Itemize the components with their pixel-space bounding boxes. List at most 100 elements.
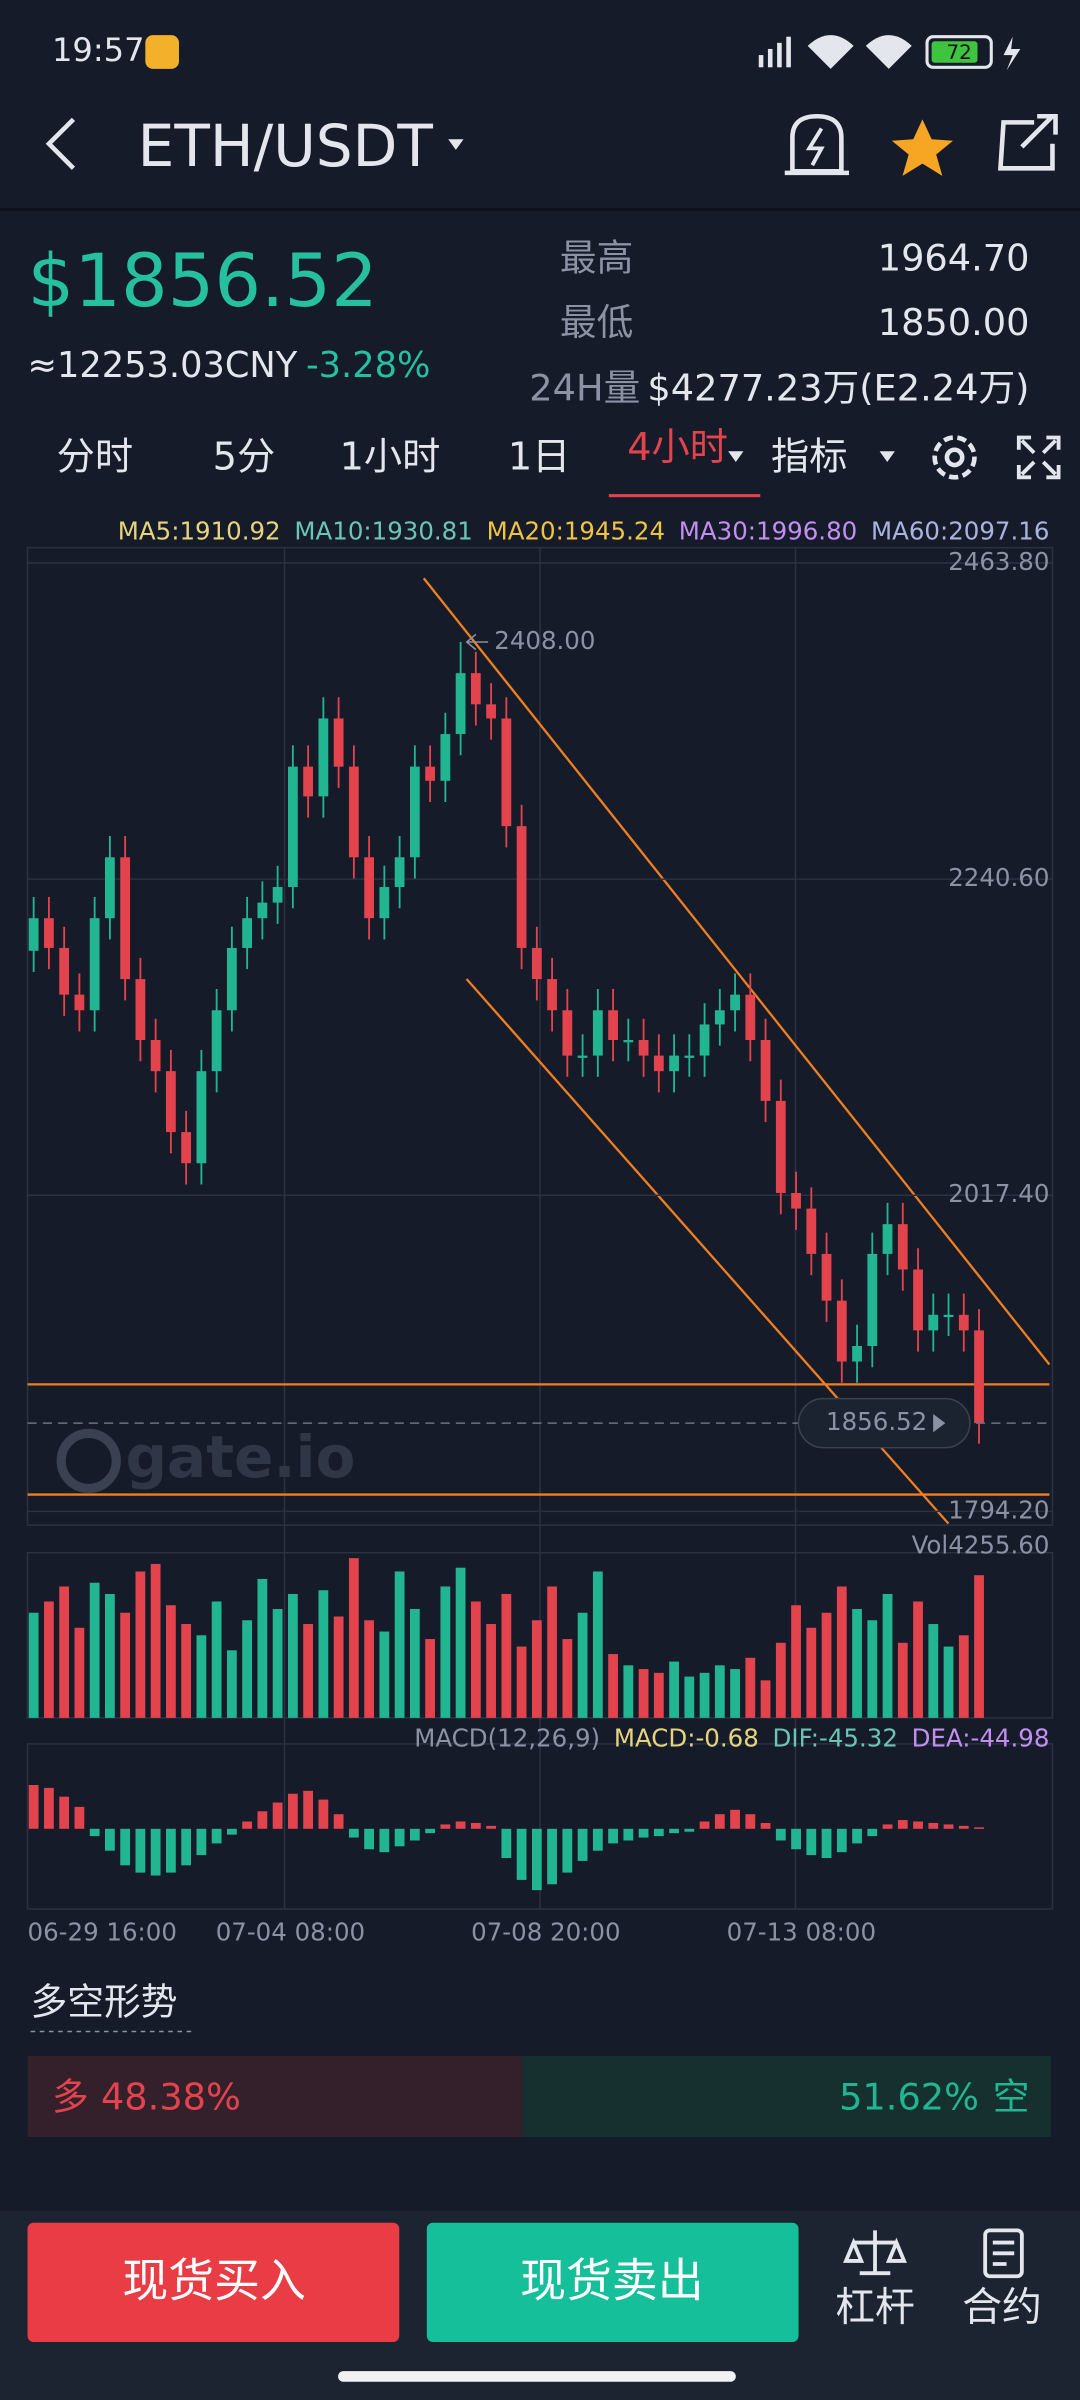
price: $1856.52 — [28, 239, 378, 324]
candle-body — [379, 887, 390, 919]
candle-body — [531, 947, 542, 980]
tab[interactable]: 1小时 — [340, 435, 441, 479]
candle-body — [470, 673, 481, 705]
watermark-logo — [56, 1428, 121, 1494]
volume-bar — [211, 1601, 222, 1718]
volume-bar — [501, 1593, 512, 1718]
macd-bar — [287, 1793, 298, 1829]
sell-label[interactable]: 现货卖出 — [520, 2253, 704, 2307]
macd-bar — [120, 1828, 131, 1866]
volume-bar — [303, 1624, 314, 1718]
volume-bar — [608, 1654, 618, 1718]
volume-bar — [669, 1661, 679, 1718]
candle-body — [836, 1300, 847, 1362]
tab-active[interactable]: 4小时 — [627, 426, 728, 470]
candle-body — [211, 1010, 222, 1072]
macd-bar — [943, 1824, 954, 1829]
buy-label[interactable]: 现货买入 — [122, 2253, 306, 2307]
macd-legend-item: DEA:-44.98 — [912, 1723, 1050, 1752]
tab[interactable]: 5分 — [213, 435, 276, 479]
macd-bar — [364, 1828, 375, 1850]
indicator-dropdown[interactable] — [879, 451, 895, 462]
candle-body — [348, 766, 359, 858]
candle-body — [272, 887, 283, 903]
volume-bar — [318, 1590, 329, 1718]
ma-legend-item: MA30:1996.80 — [679, 516, 857, 545]
volume-bar — [287, 1593, 298, 1718]
candle-body — [516, 826, 527, 948]
volume-bar — [28, 1612, 39, 1718]
macd-legend-item: MACD(12,26,9) — [414, 1723, 600, 1752]
ma-legend-item: MA20:1945.24 — [487, 516, 665, 545]
candle-body — [501, 718, 512, 827]
candle-body — [684, 1055, 695, 1058]
macd-bar — [181, 1828, 192, 1866]
candle-body — [74, 994, 85, 1011]
stat-value: 1964.70 — [878, 237, 1030, 280]
futures-label[interactable]: 合约 — [962, 2284, 1042, 2330]
volume-bar — [562, 1639, 573, 1718]
volume-bar — [242, 1620, 253, 1718]
margin-icon[interactable] — [843, 2230, 907, 2276]
macd-bar — [135, 1828, 146, 1873]
candle-body — [242, 918, 253, 948]
candle-body — [59, 947, 70, 995]
pair-title[interactable]: ETH/USDT — [138, 112, 434, 180]
volume-bar — [59, 1586, 70, 1718]
macd-bar — [59, 1796, 70, 1829]
candle-body — [699, 1024, 710, 1056]
macd-bar — [44, 1787, 54, 1829]
share-button[interactable] — [998, 113, 1058, 171]
macd-bar — [699, 1821, 710, 1829]
volume-bar — [455, 1567, 466, 1718]
macd-bar — [257, 1811, 268, 1829]
macd-bar — [74, 1806, 85, 1829]
candle-body — [394, 857, 405, 888]
pair-dropdown[interactable] — [448, 139, 464, 150]
tab[interactable]: 1日 — [508, 435, 571, 479]
high-label: 2408.00 — [494, 626, 595, 655]
volume-bar — [104, 1593, 115, 1718]
x-tick-label: 06-29 16:00 — [28, 1918, 177, 1947]
macd-bar — [836, 1828, 847, 1853]
settings-button[interactable] — [932, 435, 977, 480]
volume-bar — [226, 1650, 237, 1718]
back-button[interactable] — [45, 117, 76, 170]
macd-bar — [653, 1828, 664, 1837]
status-time: 19:57 — [52, 31, 145, 69]
last-price-box — [797, 1397, 971, 1449]
margin-label[interactable]: 杠杆 — [835, 2284, 915, 2330]
tab[interactable]: 指标 — [771, 435, 847, 479]
stat-value: $4277.23万(E2.24万) — [647, 367, 1029, 410]
alert-button[interactable] — [784, 113, 850, 176]
macd-bar — [318, 1799, 329, 1829]
futures-icon[interactable] — [983, 2228, 1024, 2279]
volume-bar — [684, 1676, 695, 1718]
tab-dropdown[interactable] — [728, 451, 744, 462]
price-cny: ≈12253.03CNY — [28, 345, 298, 386]
last-price-arrow — [933, 1413, 946, 1433]
candle-body — [226, 947, 237, 1011]
favorite-star[interactable] — [891, 119, 954, 176]
buy-button[interactable] — [27, 2222, 400, 2343]
candle-body — [425, 766, 436, 781]
volume-bar — [623, 1665, 634, 1718]
short-label: 空 — [993, 2075, 1030, 2118]
candle-body — [608, 1010, 618, 1041]
candle-body — [577, 1055, 588, 1058]
volume-bar — [653, 1672, 664, 1718]
volume-bar — [257, 1578, 268, 1718]
volume-bar — [409, 1609, 420, 1718]
macd-bar — [608, 1828, 618, 1844]
candle-body — [303, 766, 314, 797]
sell-button[interactable] — [426, 2222, 799, 2343]
macd-bar — [470, 1822, 481, 1829]
candle-body — [257, 902, 268, 919]
macd-bar — [775, 1828, 786, 1841]
fullscreen-button[interactable] — [1016, 435, 1061, 480]
tab[interactable]: 分时 — [57, 435, 133, 479]
macd-bar — [669, 1828, 679, 1834]
volume-bar — [516, 1646, 527, 1718]
candle-body — [165, 1071, 176, 1133]
